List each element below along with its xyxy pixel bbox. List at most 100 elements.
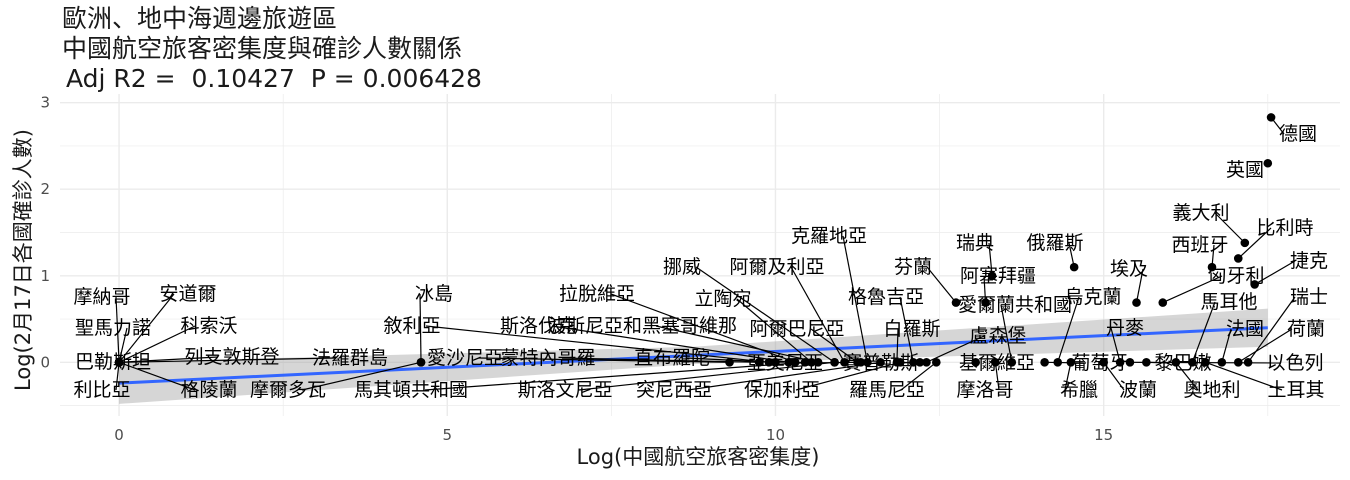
label-leader-line	[1110, 327, 1121, 363]
data-point	[830, 358, 839, 367]
label-leader-line	[478, 357, 730, 363]
point-label: 烏克蘭	[1064, 286, 1121, 308]
point-label: 阿塞拜疆	[960, 265, 1036, 287]
point-label: 德國	[1279, 123, 1317, 145]
data-point	[1233, 254, 1243, 263]
label-leader-line	[610, 293, 796, 363]
point-label: 義大利	[1172, 202, 1229, 224]
data-point	[813, 358, 823, 367]
point-label: 格陵蘭	[180, 379, 237, 401]
data-point	[1263, 158, 1273, 168]
point-label: 直布羅陀	[634, 347, 710, 369]
point-label: 安道爾	[159, 283, 216, 305]
point-label: 格魯吉亞	[848, 286, 924, 308]
point-label: 白羅斯	[883, 318, 940, 340]
label-leader-line	[119, 357, 337, 363]
point-label: 摩納哥	[73, 286, 130, 308]
point-label: 科索沃	[180, 315, 237, 337]
label-leader-line	[1135, 268, 1144, 303]
label-leader-line	[1214, 212, 1246, 244]
data-point	[1125, 358, 1135, 367]
label-leader-line	[578, 361, 835, 391]
data-point	[863, 358, 872, 367]
data-point	[1201, 358, 1210, 367]
label-leader-line	[1221, 328, 1232, 363]
label-leader-line	[736, 298, 812, 363]
label-leader-line	[115, 296, 120, 363]
point-label: 敘利亞	[383, 315, 440, 337]
axis-ticks: 0 5 10 15 0 1 2 3	[40, 94, 1113, 444]
point-label: 亞美尼亞	[747, 352, 823, 374]
label-leader-line	[1191, 301, 1216, 363]
point-label: 拉脫維亞	[559, 283, 635, 305]
label-leader-line	[118, 293, 175, 363]
x-tick-label: 5	[443, 426, 453, 444]
point-label: 愛爾蘭共和國	[958, 294, 1072, 316]
label-leader-line	[1237, 328, 1293, 363]
data-point	[915, 358, 925, 367]
label-leader-line	[695, 266, 835, 363]
data-point	[987, 271, 997, 281]
y-tick-label: 2	[40, 180, 50, 198]
data-point	[1207, 262, 1217, 272]
label-leader-line	[118, 325, 196, 363]
data-point	[1115, 358, 1125, 367]
label-leader-line	[1162, 275, 1223, 304]
label-leader-line	[687, 361, 881, 391]
label-leader-line	[1057, 296, 1080, 363]
point-label: 馬其頓共和國	[354, 379, 468, 401]
point-label: 列支敦斯登	[184, 346, 279, 368]
data-point	[1066, 358, 1076, 367]
point-label: 捷克	[1290, 250, 1328, 272]
data-point	[1250, 280, 1259, 289]
point-label: 摩洛哥	[956, 379, 1013, 401]
point-label: 蒙特內哥羅	[500, 347, 595, 369]
label-leader-line	[1205, 361, 1283, 391]
point-label: 奧地利	[1183, 379, 1240, 401]
label-leader-line	[118, 327, 128, 363]
label-leader-line	[926, 266, 957, 303]
label-leader-line	[795, 361, 901, 391]
point-label: 芬蘭	[894, 256, 932, 278]
point-label: 埃及	[1110, 258, 1148, 280]
point-label: 突尼西亞	[636, 379, 712, 401]
label-leader-line	[115, 362, 120, 391]
x-tick-label: 0	[114, 426, 124, 444]
point-label: 阿爾及利亞	[729, 256, 824, 278]
label-leader-line	[900, 361, 937, 391]
data-point	[1240, 238, 1250, 248]
data-point	[764, 358, 774, 367]
data-points	[114, 113, 1276, 367]
label-leader-line	[118, 361, 196, 391]
point-label: 羅馬尼亞	[849, 379, 925, 401]
data-point	[1099, 358, 1108, 367]
data-point	[840, 358, 849, 367]
point-label: 克羅地亞	[791, 225, 867, 247]
data-point	[771, 358, 780, 367]
label-leader-line	[810, 328, 858, 363]
point-label: 冰島	[415, 283, 453, 305]
point-label: 法國	[1226, 318, 1264, 340]
label-leader-line	[301, 361, 422, 391]
label-leader-line	[655, 325, 819, 363]
data-point	[1053, 358, 1063, 367]
label-leader-line	[1254, 260, 1296, 285]
label-leader-line	[988, 242, 993, 276]
data-point	[932, 358, 941, 367]
data-point	[807, 358, 816, 367]
point-label: 希臘	[1060, 379, 1098, 401]
point-label: 土耳其	[1267, 379, 1324, 401]
label-leader-line	[926, 335, 985, 363]
point-label: 基爾維亞	[959, 352, 1035, 374]
data-point	[1040, 358, 1049, 367]
data-point	[1142, 358, 1151, 367]
point-label: 盧森堡	[969, 325, 1026, 347]
label-leader-line	[899, 296, 914, 363]
data-point	[1233, 358, 1243, 367]
point-label: 英國	[1226, 159, 1264, 181]
label-leader-line	[1044, 361, 1087, 364]
point-label: 波蘭	[1119, 379, 1157, 401]
data-point	[991, 358, 1000, 367]
label-leader-line	[1237, 227, 1272, 259]
point-label: 丹麥	[1106, 317, 1144, 339]
